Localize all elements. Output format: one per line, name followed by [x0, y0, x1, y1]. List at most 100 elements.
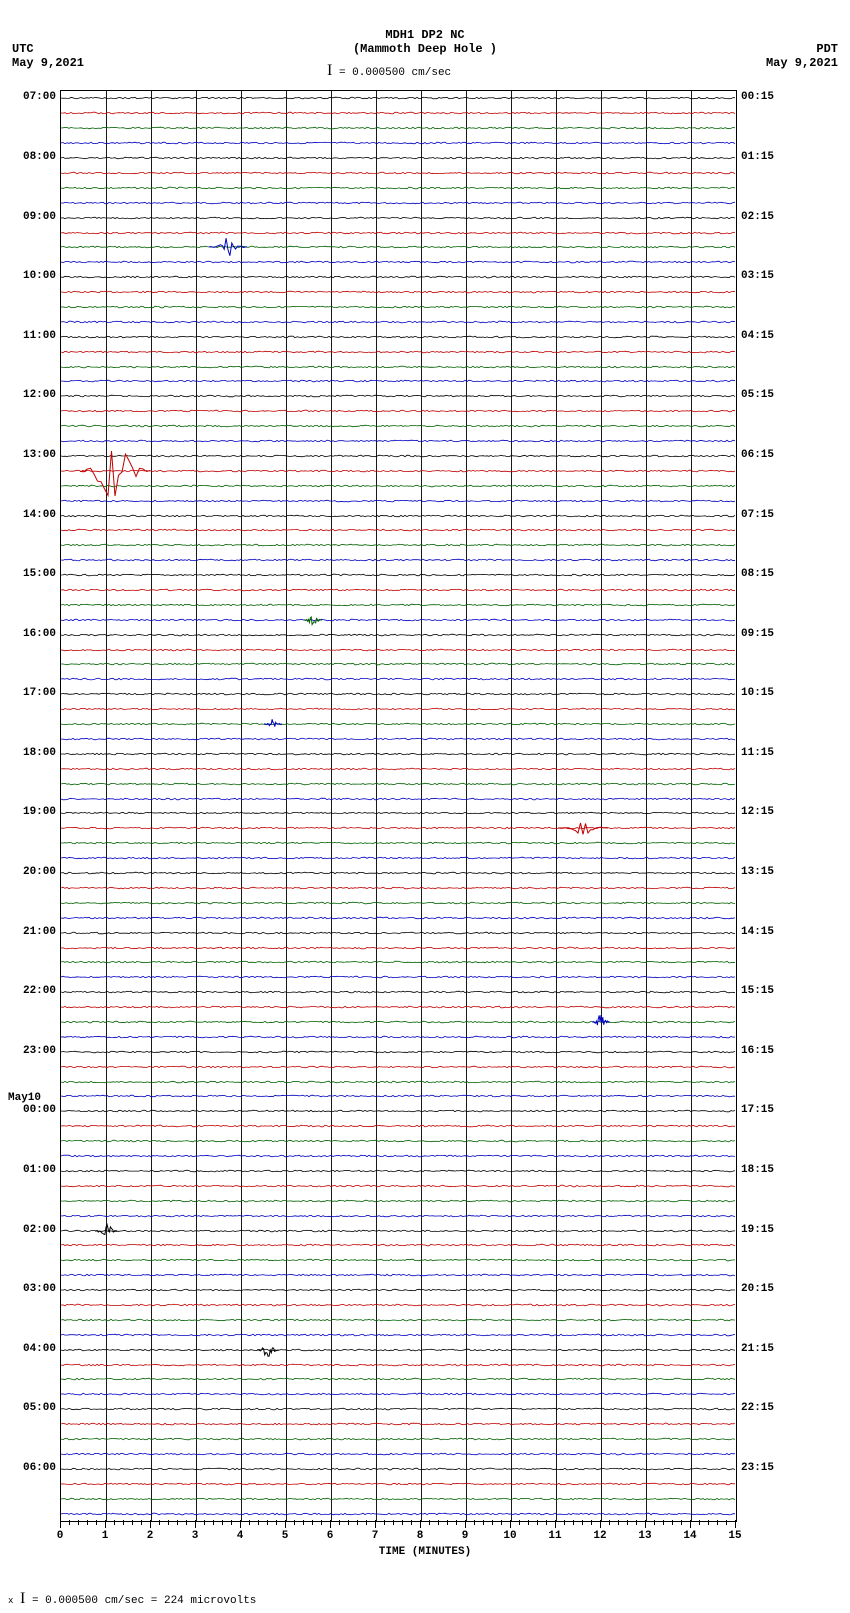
utc-hour-label: 05:00 [8, 1402, 56, 1414]
pdt-hour-label: 03:15 [741, 270, 789, 282]
x-tick-minor [618, 1520, 619, 1525]
x-tick-major [330, 1520, 331, 1528]
x-tick-minor [87, 1520, 88, 1525]
trace-line [61, 1004, 736, 1010]
trace-line [61, 468, 736, 474]
x-tick-minor [186, 1520, 187, 1525]
x-tick-major [600, 1520, 601, 1528]
x-tick-minor [231, 1520, 232, 1525]
seismic-event [304, 612, 322, 628]
utc-hour-label: 22:00 [8, 985, 56, 997]
x-tick-major [735, 1520, 736, 1528]
utc-hour-label: 19:00 [8, 806, 56, 818]
utc-hour-label: 09:00 [8, 211, 56, 223]
trace-line [61, 751, 736, 757]
x-tick-major [60, 1520, 61, 1528]
trace-line [61, 617, 736, 623]
x-tick-minor [267, 1520, 268, 1525]
pdt-hour-label: 22:15 [741, 1402, 789, 1414]
trace-line [61, 185, 736, 191]
x-tick-minor [132, 1520, 133, 1525]
x-axis-title: TIME (MINUTES) [0, 1546, 850, 1558]
date-break-label: May10 [8, 1092, 68, 1104]
x-tick-minor [663, 1520, 664, 1525]
trace-line [61, 796, 736, 802]
trace-line [61, 230, 736, 236]
x-tick-major [285, 1520, 286, 1528]
pdt-hour-label: 17:15 [741, 1104, 789, 1116]
x-tick-major [555, 1520, 556, 1528]
seismogram-plot [60, 90, 737, 1522]
trace-line [61, 1466, 736, 1472]
trace-line [61, 1079, 736, 1085]
scale-indicator: I = 0.000500 cm/sec [327, 62, 451, 80]
x-tick-minor [96, 1520, 97, 1525]
trace-line [61, 483, 736, 489]
trace-line [61, 542, 736, 548]
date-right: May 9,2021 [766, 56, 838, 70]
seismogram-container: MDH1 DP2 NC (Mammoth Deep Hole ) I = 0.0… [0, 0, 850, 1613]
utc-hour-label: 08:00 [8, 151, 56, 163]
utc-hour-label: 14:00 [8, 509, 56, 521]
trace-line [61, 393, 736, 399]
trace-line [61, 319, 736, 325]
trace-line [61, 1183, 736, 1189]
station-name: (Mammoth Deep Hole ) [0, 42, 850, 56]
x-tick-label: 3 [192, 1530, 199, 1542]
seismic-event [264, 717, 282, 731]
utc-hour-label: 02:00 [8, 1224, 56, 1236]
trace-line [61, 1257, 736, 1263]
trace-line [61, 1213, 736, 1219]
x-tick-minor [357, 1520, 358, 1525]
x-tick-minor [177, 1520, 178, 1525]
trace-line [61, 423, 736, 429]
utc-hour-label: 10:00 [8, 270, 56, 282]
trace-line [61, 632, 736, 638]
trace-line [61, 1347, 736, 1353]
trace-line [61, 1228, 736, 1234]
x-tick-minor [609, 1520, 610, 1525]
x-tick-major [690, 1520, 691, 1528]
x-tick-major [510, 1520, 511, 1528]
x-tick-minor [519, 1520, 520, 1525]
trace-line [61, 885, 736, 891]
utc-hour-label: 00:00 [8, 1104, 56, 1116]
pdt-hour-label: 20:15 [741, 1283, 789, 1295]
trace-line [61, 1108, 736, 1114]
trace-line [61, 1451, 736, 1457]
pdt-hour-label: 01:15 [741, 151, 789, 163]
trace-line [61, 364, 736, 370]
x-tick-major [105, 1520, 106, 1528]
x-tick-minor [222, 1520, 223, 1525]
x-tick-label: 4 [237, 1530, 244, 1542]
trace-line [61, 1362, 736, 1368]
footer-scale: x I = 0.000500 cm/sec = 224 microvolts [8, 1590, 256, 1608]
x-tick-minor [321, 1520, 322, 1525]
timezone-left: UTC [12, 42, 34, 56]
trace-line [61, 602, 736, 608]
x-tick-minor [312, 1520, 313, 1525]
trace-line [61, 766, 736, 772]
trace-line [61, 140, 736, 146]
seismic-event [592, 1012, 610, 1032]
x-tick-major [240, 1520, 241, 1528]
trace-line [61, 840, 736, 846]
seismic-event [95, 1221, 117, 1241]
trace-line [61, 1317, 736, 1323]
trace-line [61, 974, 736, 980]
utc-hour-label: 01:00 [8, 1164, 56, 1176]
trace-line [61, 736, 736, 742]
utc-hour-label: 03:00 [8, 1283, 56, 1295]
x-tick-minor [447, 1520, 448, 1525]
trace-line [61, 825, 736, 831]
x-tick-minor [159, 1520, 160, 1525]
x-tick-minor [123, 1520, 124, 1525]
trace-line [61, 1064, 736, 1070]
trace-line [61, 1287, 736, 1293]
trace-line [61, 1093, 736, 1099]
pdt-hour-label: 10:15 [741, 687, 789, 699]
x-tick-major [195, 1520, 196, 1528]
trace-line [61, 125, 736, 131]
trace-line [61, 587, 736, 593]
seismic-event [209, 235, 247, 259]
